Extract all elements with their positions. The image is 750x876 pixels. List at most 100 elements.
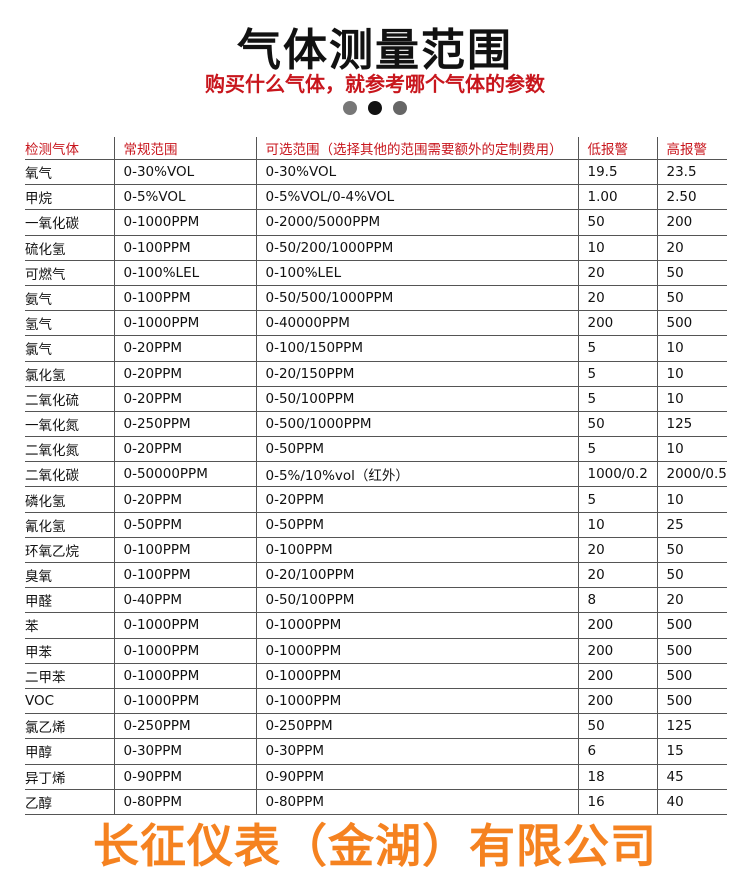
cell-optional-range: 0-30%VOL <box>255 159 578 186</box>
cell-gas-name: 氨气 <box>25 285 114 312</box>
cell-low-alarm: 18 <box>577 764 657 790</box>
cell-high-alarm: 10 <box>656 335 727 362</box>
cell-standard-range: 0-5%VOL <box>113 184 256 211</box>
cell-gas-name: 一氧化碳 <box>25 209 114 236</box>
cell-optional-range: 0-1000PPM <box>255 688 578 715</box>
table-row: 异丁烯 0-90PPM 0-90PPM 18 45 <box>25 764 727 790</box>
cell-low-alarm: 200 <box>577 688 657 715</box>
cell-standard-range: 0-1000PPM <box>113 638 256 664</box>
cell-optional-range: 0-50PPM <box>255 512 578 538</box>
cell-low-alarm: 20 <box>577 260 657 286</box>
company-watermark: 长征仪表（金湖）有限公司 <box>93 819 657 873</box>
table-row: 二氧化碳 0-50000PPM 0-5%/10%vol（红外） 1000/0.2 200… <box>25 461 727 488</box>
dot-indicator[interactable] <box>343 101 357 115</box>
cell-standard-range: 0-100PPM <box>113 562 256 589</box>
cell-optional-range: 0-1000PPM <box>255 638 578 664</box>
cell-standard-range: 0-100%LEL <box>113 260 256 286</box>
cell-optional-range: 0-20/150PPM <box>255 361 578 387</box>
dot-indicator[interactable] <box>393 101 407 115</box>
cell-low-alarm: 1000/0.2 <box>577 461 657 488</box>
table-row: 氰化氢 0-50PPM 0-50PPM 10 25 <box>25 512 727 538</box>
cell-optional-range: 0-100%LEL <box>255 260 578 286</box>
column-header-low-alarm: 低报警 <box>577 137 657 160</box>
cell-high-alarm: 500 <box>656 310 727 337</box>
cell-high-alarm: 45 <box>656 764 727 790</box>
table-row: 硫化氢 0-100PPM 0-50/200/1000PPM 10 20 <box>25 235 727 261</box>
table-row: 氯乙烯 0-250PPM 0-250PPM 50 125 <box>25 713 727 740</box>
cell-low-alarm: 200 <box>577 310 657 337</box>
cell-standard-range: 0-1000PPM <box>113 663 256 689</box>
table-row: 二氧化硫 0-20PPM 0-50/100PPM 5 10 <box>25 386 727 412</box>
cell-standard-range: 0-90PPM <box>113 764 256 790</box>
cell-optional-range: 0-50PPM <box>255 436 578 463</box>
carousel-dots <box>343 101 407 115</box>
cell-high-alarm: 10 <box>656 386 727 412</box>
table-row: 臭氧 0-100PPM 0-20/100PPM 20 50 <box>25 562 727 589</box>
cell-low-alarm: 10 <box>577 235 657 261</box>
cell-gas-name: 甲烷 <box>25 184 114 211</box>
cell-standard-range: 0-20PPM <box>113 361 256 387</box>
cell-optional-range: 0-1000PPM <box>255 663 578 689</box>
table-row: 甲醇 0-30PPM 0-30PPM 6 15 <box>25 738 727 765</box>
cell-low-alarm: 1.00 <box>577 184 657 211</box>
cell-high-alarm: 15 <box>656 738 727 765</box>
cell-low-alarm: 200 <box>577 663 657 689</box>
cell-gas-name: 臭氧 <box>25 562 114 589</box>
table-header-row: 检测气体 常规范围 可选范围（选择其他的范围需要额外的定制费用） 低报警 高报警 <box>25 137 727 160</box>
cell-standard-range: 0-20PPM <box>113 486 256 513</box>
cell-gas-name: 氰化氢 <box>25 512 114 538</box>
cell-standard-range: 0-100PPM <box>113 285 256 312</box>
table-row: 磷化氢 0-20PPM 0-20PPM 5 10 <box>25 486 727 513</box>
cell-optional-range: 0-50/500/1000PPM <box>255 285 578 312</box>
cell-high-alarm: 500 <box>656 688 727 715</box>
table-row: 一氧化氮 0-250PPM 0-500/1000PPM 50 125 <box>25 411 727 438</box>
table-row: 可燃气 0-100%LEL 0-100%LEL 20 50 <box>25 260 727 286</box>
cell-high-alarm: 10 <box>656 361 727 387</box>
cell-low-alarm: 200 <box>577 638 657 664</box>
table-row: VOC 0-1000PPM 0-1000PPM 200 500 <box>25 688 727 715</box>
cell-low-alarm: 20 <box>577 562 657 589</box>
cell-optional-range: 0-50/200/1000PPM <box>255 235 578 261</box>
cell-high-alarm: 2.50 <box>656 184 727 211</box>
page-title: 气体测量范围 <box>237 25 513 76</box>
cell-standard-range: 0-30PPM <box>113 738 256 765</box>
column-header-optional-range: 可选范围（选择其他的范围需要额外的定制费用） <box>255 137 578 160</box>
cell-standard-range: 0-1000PPM <box>113 612 256 639</box>
cell-standard-range: 0-100PPM <box>113 537 256 564</box>
dot-indicator-active[interactable] <box>368 101 382 115</box>
page-subtitle: 购买什么气体，就参考哪个气体的参数 <box>205 72 545 96</box>
table-row: 甲烷 0-5%VOL 0-5%VOL/0-4%VOL 1.00 2.50 <box>25 184 727 211</box>
cell-low-alarm: 16 <box>577 789 657 815</box>
cell-optional-range: 0-50/100PPM <box>255 386 578 412</box>
cell-low-alarm: 19.5 <box>577 159 657 186</box>
cell-gas-name: 二氧化氮 <box>25 436 114 463</box>
cell-low-alarm: 50 <box>577 209 657 236</box>
cell-optional-range: 0-20/100PPM <box>255 562 578 589</box>
cell-gas-name: 环氧乙烷 <box>25 537 114 564</box>
cell-high-alarm: 40 <box>656 789 727 815</box>
cell-standard-range: 0-20PPM <box>113 436 256 463</box>
cell-standard-range: 0-20PPM <box>113 335 256 362</box>
cell-gas-name: 磷化氢 <box>25 486 114 513</box>
cell-gas-name: 二氧化碳 <box>25 461 114 488</box>
table-row: 氯化氢 0-20PPM 0-20/150PPM 5 10 <box>25 361 727 387</box>
column-header-standard-range: 常规范围 <box>113 137 256 160</box>
cell-high-alarm: 50 <box>656 537 727 564</box>
cell-standard-range: 0-250PPM <box>113 411 256 438</box>
cell-optional-range: 0-40000PPM <box>255 310 578 337</box>
cell-high-alarm: 50 <box>656 260 727 286</box>
cell-optional-range: 0-100/150PPM <box>255 335 578 362</box>
cell-standard-range: 0-80PPM <box>113 789 256 815</box>
cell-standard-range: 0-50000PPM <box>113 461 256 488</box>
cell-standard-range: 0-30%VOL <box>113 159 256 186</box>
cell-gas-name: 可燃气 <box>25 260 114 286</box>
cell-gas-name: 氯化氢 <box>25 361 114 387</box>
cell-gas-name: 二氧化硫 <box>25 386 114 412</box>
table-row: 甲醛 0-40PPM 0-50/100PPM 8 20 <box>25 587 727 614</box>
cell-high-alarm: 20 <box>656 587 727 614</box>
table-row: 氨气 0-100PPM 0-50/500/1000PPM 20 50 <box>25 285 727 312</box>
cell-gas-name: 硫化氢 <box>25 235 114 261</box>
cell-low-alarm: 5 <box>577 386 657 412</box>
cell-gas-name: 苯 <box>25 612 114 639</box>
cell-gas-name: 甲醛 <box>25 587 114 614</box>
